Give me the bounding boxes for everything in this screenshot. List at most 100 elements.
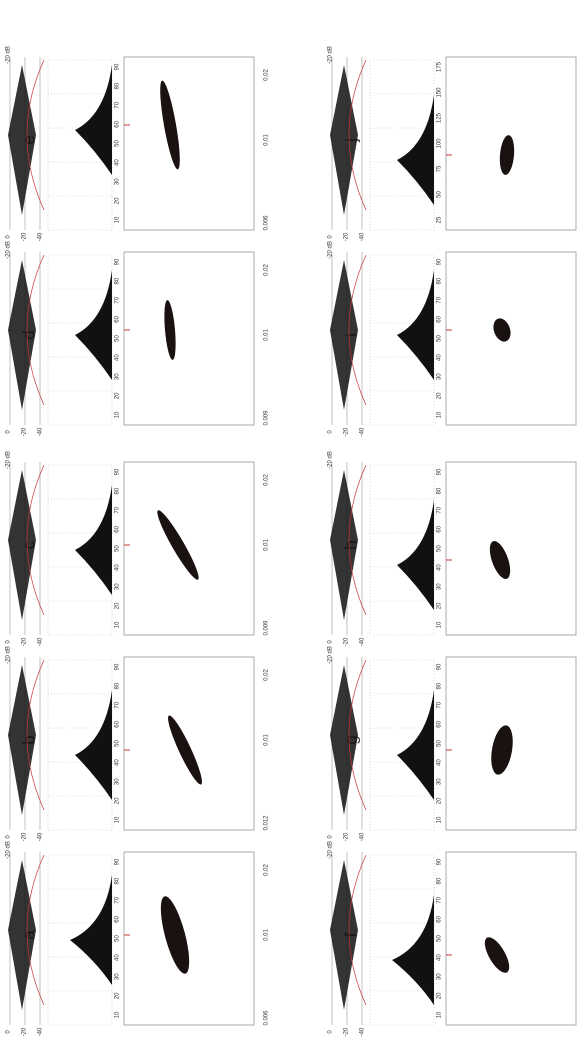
freq-tick-label: 60: [437, 915, 443, 922]
freq-tick-label: 40: [437, 354, 443, 361]
time-tick-label: 0.01: [264, 329, 270, 341]
freq-tick-label: 30: [115, 778, 121, 785]
waveform: [8, 860, 36, 1010]
envelope: [348, 659, 367, 811]
waveform: [8, 65, 36, 215]
db-tick-label: -20: [344, 1027, 350, 1036]
db-tick-label: -20: [344, 832, 350, 841]
call: [157, 510, 199, 580]
freq-tick-label: 90: [115, 258, 121, 265]
freq-tick-label: 20: [115, 392, 121, 399]
spectrum: [75, 65, 112, 175]
freq-tick-label: 50: [437, 191, 443, 198]
freq-tick-label: 125: [437, 112, 443, 123]
db-label: -20 dB: [6, 841, 12, 859]
db-tick-label: -40: [360, 1027, 366, 1036]
freq-tick-label: 10: [115, 621, 121, 628]
freq-tick-label: 75: [437, 165, 443, 172]
freq-tick-label: 70: [115, 101, 121, 108]
freq-tick-label: 30: [437, 583, 443, 590]
freq-tick-label: 90: [115, 468, 121, 475]
freq-tick-label: 50: [437, 740, 443, 747]
spectrum: [397, 690, 434, 800]
freq-tick-label: 20: [115, 797, 121, 804]
freq-tick-label: 80: [115, 682, 121, 689]
freq-tick-label: 20: [115, 992, 121, 999]
freq-tick-label: 50: [115, 740, 121, 747]
freq-tick-label: 40: [437, 954, 443, 961]
envelope: [26, 59, 45, 211]
spectrogram-box: [123, 251, 255, 426]
time-tick-label: 0.01: [264, 134, 270, 146]
freq-tick-label: 100: [437, 138, 443, 149]
freq-tick-label: 60: [115, 720, 121, 727]
time-tick-label: 0.006: [264, 215, 270, 231]
db-tick-label: -40: [360, 637, 366, 646]
freq-tick-label: 10: [437, 411, 443, 418]
waveform: [330, 65, 358, 215]
spectrum: [397, 95, 434, 205]
freq-tick-label: 60: [115, 525, 121, 532]
freq-tick-label: 60: [437, 525, 443, 532]
time-tick-label: 0.009: [264, 410, 270, 426]
spectrum: [75, 485, 112, 595]
time-tick-label: 0.02: [264, 669, 270, 681]
freq-tick-label: 40: [115, 564, 121, 571]
freq-tick-label: 80: [115, 277, 121, 284]
freq-tick-label: 60: [115, 915, 121, 922]
db-tick-label: 0: [328, 835, 334, 839]
db-tick-label: -20: [344, 232, 350, 241]
freq-tick-label: 60: [437, 720, 443, 727]
freq-tick-label: 30: [115, 583, 121, 590]
freq-tick-label: 80: [437, 877, 443, 884]
freq-tick-label: 70: [115, 896, 121, 903]
db-tick-label: -20: [22, 232, 28, 241]
db-tick-label: 0: [328, 640, 334, 644]
spectrogram-box: [123, 656, 255, 831]
db-tick-label: -40: [38, 637, 44, 646]
call: [168, 715, 202, 785]
freq-tick-label: 30: [437, 973, 443, 980]
freq-tick-label: 20: [115, 602, 121, 609]
db-tick-label: 0: [6, 430, 12, 434]
freq-tick-label: 80: [437, 487, 443, 494]
envelope: [26, 254, 45, 406]
freq-tick-label: 90: [437, 663, 443, 670]
spectrogram-box: [123, 461, 255, 636]
freq-tick-label: 70: [437, 896, 443, 903]
time-tick-label: 0.02: [264, 864, 270, 876]
spectrogram-box: [123, 56, 255, 231]
freq-tick-label: 50: [115, 140, 121, 147]
freq-tick-label: 50: [437, 935, 443, 942]
db-tick-label: -40: [38, 832, 44, 841]
freq-tick-label: 80: [115, 877, 121, 884]
db-tick-label: -40: [360, 232, 366, 241]
time-tick-label: 0.02: [264, 474, 270, 486]
freq-tick-label: 90: [115, 663, 121, 670]
db-label: -20 dB: [328, 841, 334, 859]
freq-tick-label: 50: [115, 545, 121, 552]
spectrogram-box: [445, 851, 577, 1026]
db-label: -20 dB: [6, 46, 12, 64]
freq-tick-label: 80: [437, 682, 443, 689]
time-tick-label: 0.006: [264, 1010, 270, 1026]
freq-tick-label: 70: [437, 296, 443, 303]
db-label: -20 dB: [328, 241, 334, 259]
db-label: -20 dB: [6, 646, 12, 664]
waveform: [330, 470, 358, 620]
freq-tick-label: 70: [437, 506, 443, 513]
spectrum: [392, 895, 434, 1005]
freq-tick-label: 90: [437, 468, 443, 475]
call: [489, 541, 511, 579]
db-tick-label: 0: [6, 835, 12, 839]
call: [484, 937, 510, 973]
call: [160, 80, 180, 170]
db-label: -20 dB: [6, 241, 12, 259]
call: [160, 896, 190, 974]
time-tick-label: 0.01: [264, 539, 270, 551]
spectrogram-box: [445, 56, 577, 231]
envelope: [26, 854, 45, 1006]
spectrum: [397, 270, 434, 380]
